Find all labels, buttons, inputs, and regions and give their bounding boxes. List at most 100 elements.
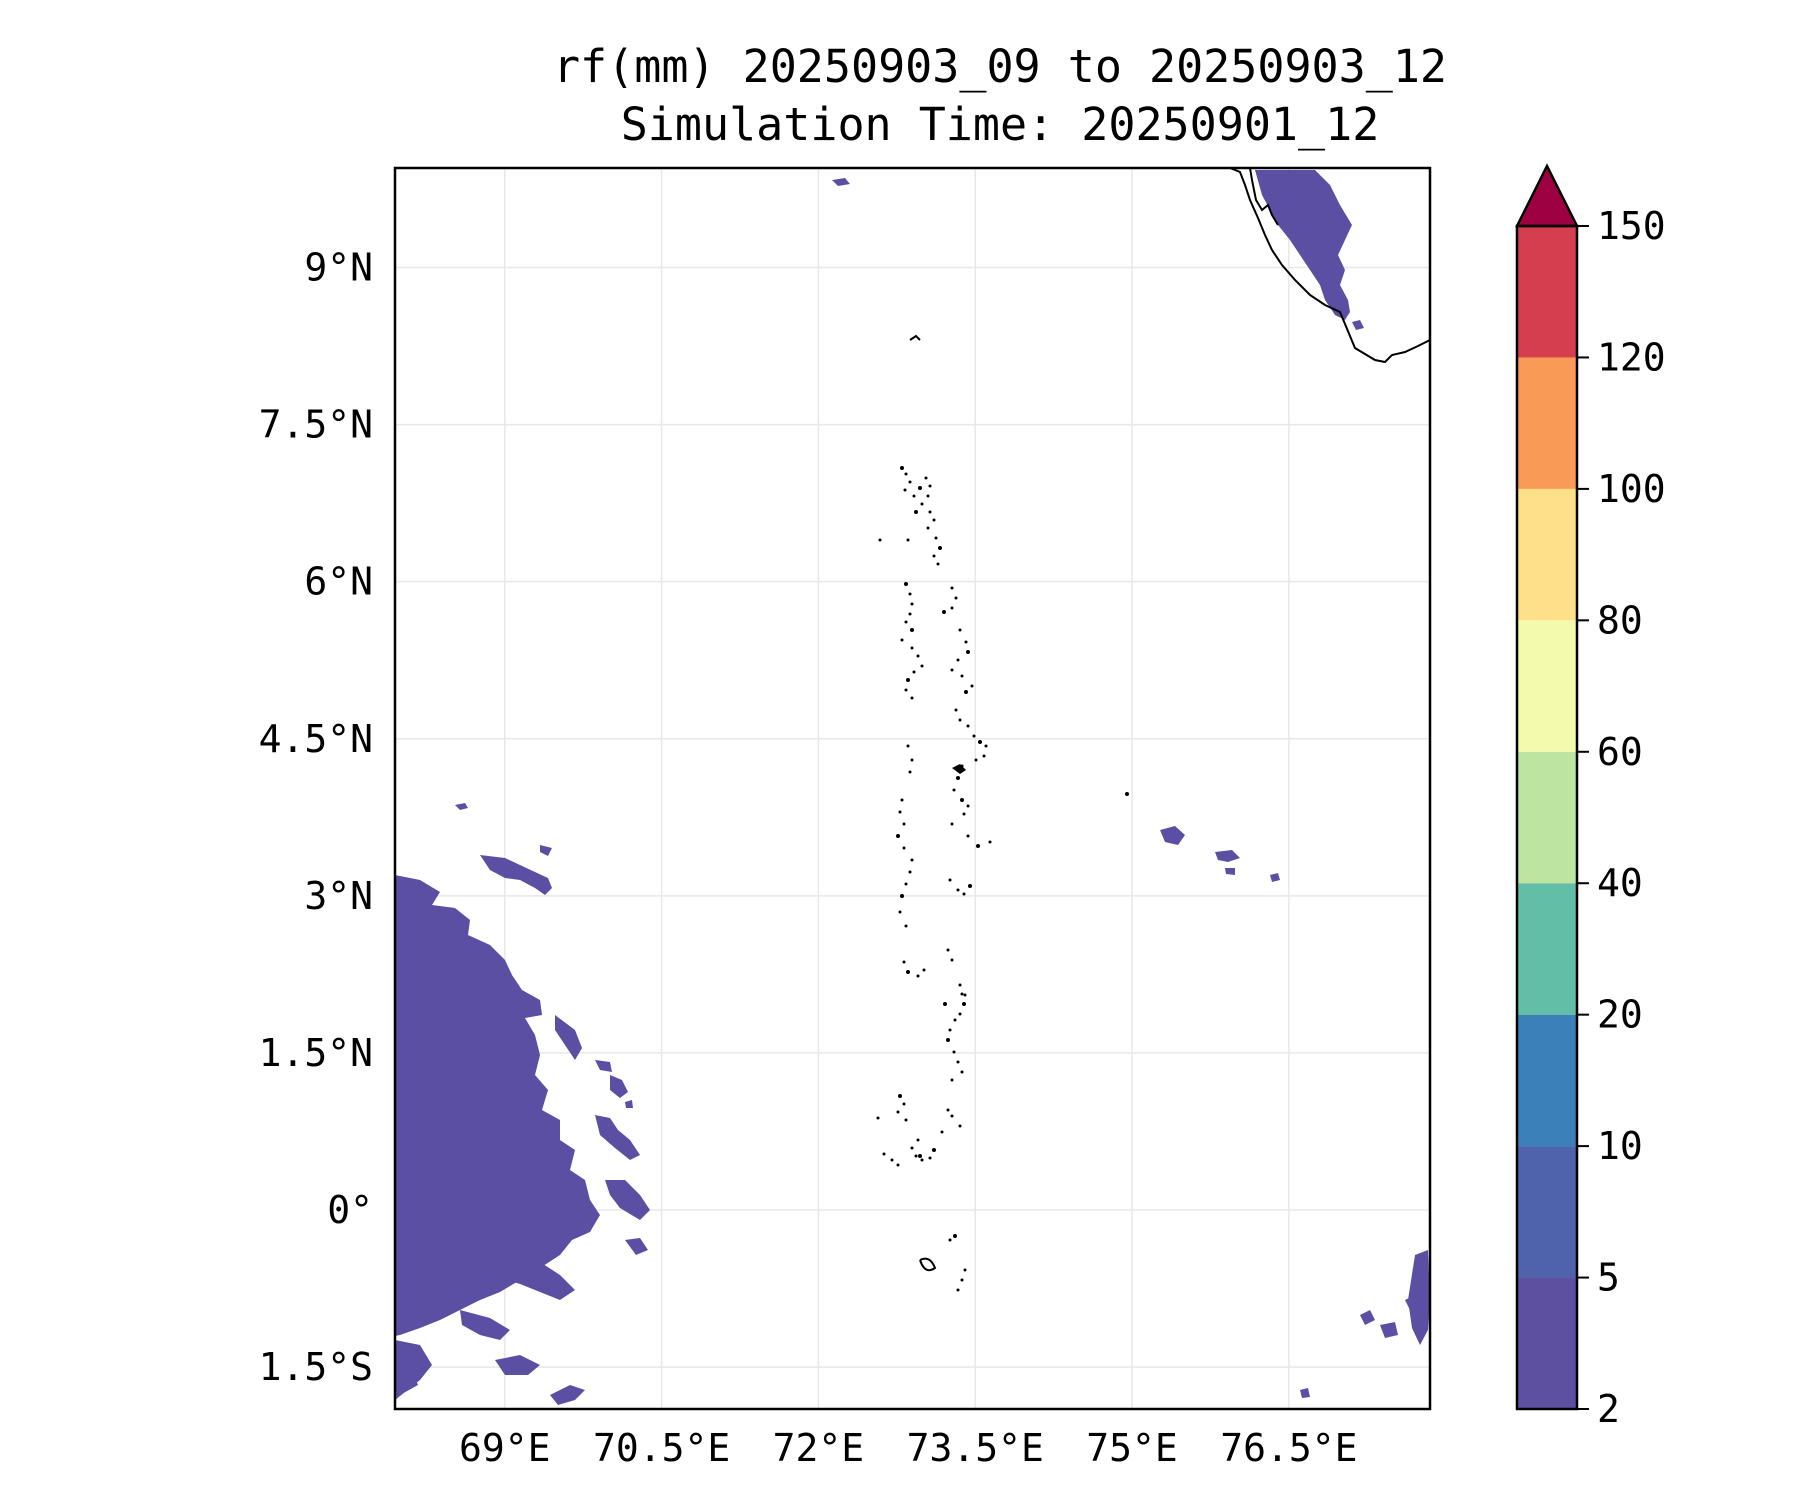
atoll-island-dot <box>882 1152 886 1156</box>
atoll-island-dot <box>910 1146 914 1150</box>
atoll-island-dot <box>958 718 962 722</box>
rain-region-southeast-4 <box>1380 1322 1398 1338</box>
atoll-island-dot <box>948 1238 952 1242</box>
rain-region-south-streak-3 <box>460 1310 510 1340</box>
rain-region-islet-2 <box>540 845 552 856</box>
map-frame <box>393 166 1432 1411</box>
longitude-tick-labels: 69°E 70.5°E 72°E 73.5°E 75°E 76.5°E <box>459 1426 1357 1470</box>
atoll-island-dot <box>950 822 954 826</box>
latitude-tick-labels: 9°N 7.5°N 6°N 4.5°N 3°N 1.5°N 0° 1.5°S <box>259 245 373 1389</box>
lat-tick-label: 1.5°N <box>259 1031 373 1075</box>
lat-tick-label: 7.5°N <box>259 403 373 447</box>
rainfall-contours <box>395 170 1430 1405</box>
colorbar-segment <box>1517 883 1577 1015</box>
rain-region-small-2 <box>625 1100 633 1108</box>
colorbar-tick-label: 2 <box>1597 1387 1620 1431</box>
colorbar-tick-label: 80 <box>1597 598 1643 642</box>
atoll-island-dot <box>906 744 910 748</box>
lat-tick-label: 1.5°S <box>259 1345 373 1389</box>
atoll-island-dot <box>940 1130 944 1134</box>
atoll-island-dot <box>900 798 904 802</box>
atoll-island-dot <box>922 968 926 972</box>
colorbar-segments <box>1517 226 1577 1409</box>
rain-region-northeast <box>1255 170 1352 320</box>
atoll-island-dot <box>902 960 906 964</box>
atoll-island-dot <box>926 494 930 498</box>
atoll-island-dot <box>963 1268 967 1272</box>
atoll-male <box>952 764 966 774</box>
rain-region-streak-5 <box>605 1180 650 1220</box>
atoll-island-dot <box>942 610 946 614</box>
atoll-island-dot <box>904 620 908 624</box>
rain-region-streak-4 <box>595 1115 640 1160</box>
atoll-island-dot <box>956 888 960 892</box>
atoll-island-dot <box>914 510 918 514</box>
atoll-island-dot <box>962 1002 966 1006</box>
atoll-island-dot <box>898 910 902 914</box>
atoll-island-dot <box>946 948 950 952</box>
colorbar-segment <box>1517 751 1577 884</box>
atoll-island-dot <box>958 628 962 632</box>
atoll-island-dot <box>963 993 967 997</box>
atoll-island-dot <box>926 526 930 530</box>
rain-region-southeast-5 <box>1300 1388 1310 1398</box>
rain-region-south-streak-5 <box>550 1385 585 1405</box>
atoll-island-dot <box>924 476 928 480</box>
rain-region-streak-1 <box>555 1015 582 1060</box>
atoll-island-dot <box>956 776 960 780</box>
atoll-island-dot <box>960 674 964 678</box>
atoll-island-dot <box>896 1163 900 1167</box>
atoll-island-dot <box>898 1094 902 1098</box>
atoll-island-dot <box>966 834 970 838</box>
atoll-island-dot <box>954 596 958 600</box>
colorbar-tick-label: 10 <box>1597 1124 1643 1168</box>
lat-tick-label: 6°N <box>304 560 373 604</box>
atoll-island-dot <box>878 538 882 542</box>
atoll-island-dot <box>950 1078 954 1082</box>
atoll-island-dot <box>958 1012 962 1016</box>
coastline-india-detail <box>1249 168 1279 226</box>
atoll-island-dot <box>906 678 910 682</box>
atoll-island-dot <box>910 628 914 632</box>
atoll-island-dot <box>918 486 922 490</box>
atoll-island-dot <box>950 1114 954 1118</box>
atoll-island-dot <box>908 870 912 874</box>
colorbar-segment <box>1517 1014 1577 1147</box>
atoll-island-dot <box>904 472 908 476</box>
atoll-island-dot <box>948 878 952 882</box>
atoll-island-dot <box>928 510 932 514</box>
map-title-line-2: Simulation Time: 20250901_12 <box>621 98 1380 151</box>
atoll-island-dot <box>906 538 910 542</box>
rain-region-mid-2 <box>1215 850 1240 862</box>
atoll-island-dot <box>964 640 968 644</box>
atoll-island-dot <box>904 924 908 928</box>
atoll-island-dot <box>904 882 908 886</box>
rain-region-south-streak-1 <box>470 1150 555 1210</box>
atoll-island-dot <box>934 536 938 540</box>
atoll-island-dot <box>966 650 970 654</box>
atoll-island-dot <box>952 1050 956 1054</box>
atoll-island-dot <box>958 1124 962 1128</box>
coastlines <box>1229 168 1430 364</box>
lon-tick-label: 69°E <box>459 1426 551 1470</box>
atoll-island-dot <box>900 638 904 642</box>
atoll-island-dot <box>920 502 924 506</box>
lon-tick-label: 76.5°E <box>1220 1426 1357 1470</box>
atoll-island-dot <box>896 1110 900 1114</box>
atoll-island-dot <box>904 1118 908 1122</box>
atoll-island-dot <box>970 684 974 688</box>
rain-region-southeast-2 <box>1408 1250 1430 1345</box>
atoll-addu <box>919 1257 937 1272</box>
rain-region-streak-2 <box>595 1060 612 1072</box>
atoll-island-dot <box>962 892 966 896</box>
rain-region-south-streak-6 <box>395 1360 418 1395</box>
colorbar-tick-label: 5 <box>1597 1256 1620 1300</box>
atoll-island-dot <box>910 646 914 650</box>
lat-tick-label: 0° <box>327 1188 373 1232</box>
atoll-island-dot <box>896 834 900 838</box>
atoll-island-dot <box>898 810 902 814</box>
atoll-island-dot <box>920 1158 924 1162</box>
atoll-island-dot <box>918 1154 922 1158</box>
atoll-island-dot <box>916 974 920 978</box>
atoll-island-dot <box>950 668 954 672</box>
